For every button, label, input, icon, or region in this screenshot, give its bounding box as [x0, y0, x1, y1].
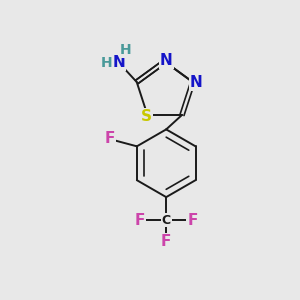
Text: H: H	[120, 43, 131, 57]
Text: C: C	[162, 214, 171, 226]
Text: F: F	[188, 213, 198, 228]
Text: F: F	[161, 234, 171, 249]
Text: N: N	[190, 74, 203, 89]
Text: F: F	[134, 213, 145, 228]
Text: F: F	[104, 130, 115, 146]
Text: N: N	[160, 53, 172, 68]
Text: H: H	[101, 56, 112, 70]
Text: S: S	[140, 109, 152, 124]
Text: N: N	[113, 56, 125, 70]
